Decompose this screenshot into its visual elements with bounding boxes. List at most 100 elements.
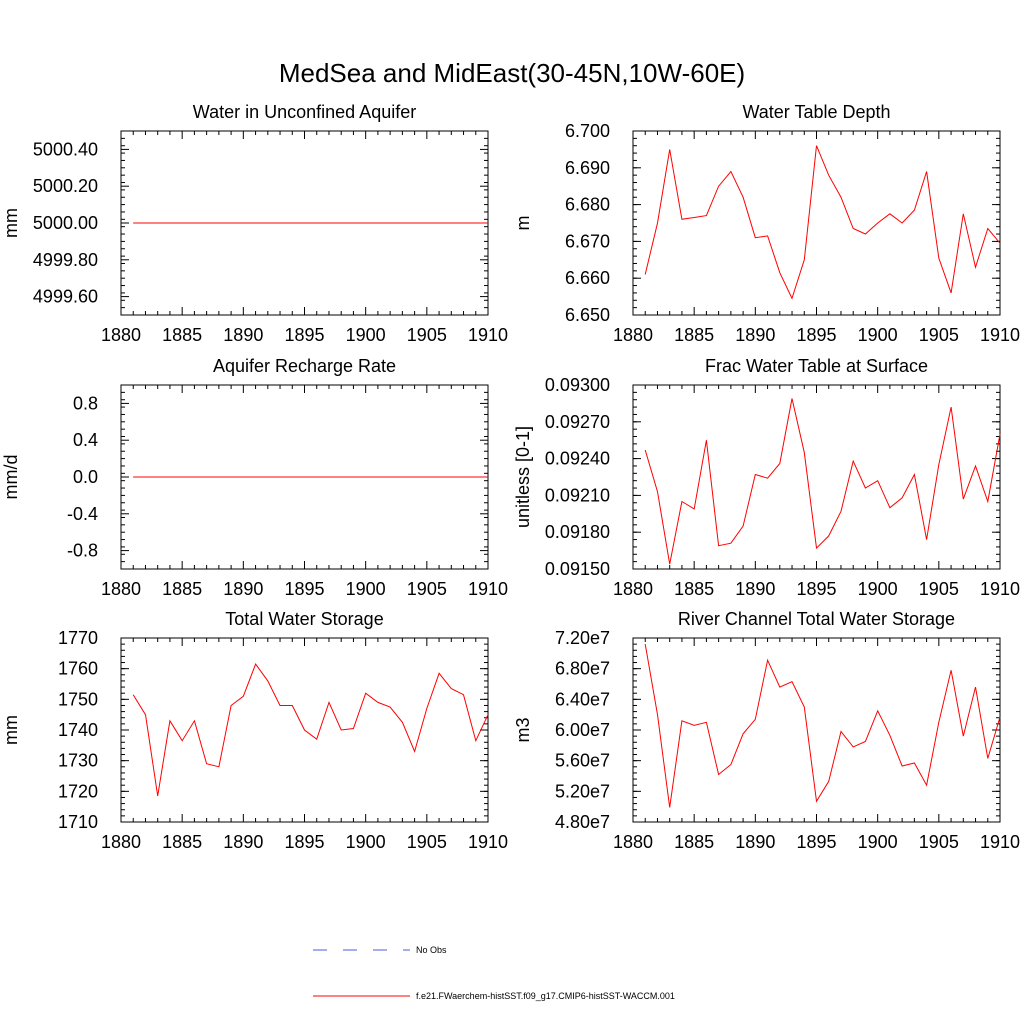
- y-tick-label: 1740: [58, 720, 98, 740]
- panel-title: Frac Water Table at Surface: [705, 356, 928, 376]
- x-tick-label: 1885: [162, 579, 202, 599]
- x-tick-label: 1900: [858, 325, 898, 345]
- panel-4: Frac Water Table at Surface unitless [0-1…: [513, 356, 1020, 599]
- plot-frame: [632, 384, 1001, 570]
- x-tick-label: 1895: [796, 832, 836, 852]
- x-tick-label: 1880: [101, 325, 141, 345]
- y-tick-label: 5.60e7: [555, 751, 610, 771]
- x-tick-label: 1905: [407, 325, 447, 345]
- x-tick-label: 1895: [284, 832, 324, 852]
- legend-obs-label: No Obs: [416, 945, 447, 955]
- y-tick-label: 6.80e7: [555, 659, 610, 679]
- x-tick-label: 1895: [796, 325, 836, 345]
- x-tick-label: 1885: [162, 325, 202, 345]
- y-tick-label: 6.690: [565, 158, 610, 178]
- y-tick-label: 0.09300: [545, 375, 610, 395]
- y-axis-label: m3: [513, 717, 533, 742]
- y-tick-label: 1770: [58, 628, 98, 648]
- x-tick-label: 1900: [346, 579, 386, 599]
- x-tick-label: 1885: [674, 579, 714, 599]
- y-tick-label: 1730: [58, 751, 98, 771]
- y-tick-label: 0.0: [73, 467, 98, 487]
- x-tick-label: 1895: [284, 579, 324, 599]
- x-tick-label: 1910: [468, 579, 508, 599]
- series-line: [644, 145, 1001, 300]
- y-tick-label: 0.09180: [545, 522, 610, 542]
- panel-3: Aquifer Recharge Rate mm/d 1880 1885 1890 189…: [1, 356, 508, 599]
- plot-frame: [632, 130, 1001, 316]
- x-tick-label: 1880: [613, 579, 653, 599]
- x-tick-label: 1905: [407, 832, 447, 852]
- panel-title: Water Table Depth: [742, 102, 890, 122]
- x-tick-label: 1900: [346, 325, 386, 345]
- y-tick-label: 0.09150: [545, 559, 610, 579]
- y-axis-label: mm: [1, 715, 21, 745]
- x-tick-label: 1890: [223, 325, 263, 345]
- y-tick-label: 5.20e7: [555, 781, 610, 801]
- y-tick-label: 0.8: [73, 393, 98, 413]
- x-tick-label: 1905: [407, 579, 447, 599]
- series-line: [644, 644, 1001, 808]
- x-tick-label: 1890: [735, 579, 775, 599]
- y-tick-label: 0.09210: [545, 485, 610, 505]
- legend: No Obs f.e21.FWaerchem-histSST.f09_g17.C…: [313, 945, 675, 1001]
- figure-title: MedSea and MidEast(30-45N,10W-60E): [279, 58, 745, 88]
- x-tick-label: 1895: [284, 325, 324, 345]
- y-tick-label: 5000.40: [33, 139, 98, 159]
- y-tick-label: 1720: [58, 781, 98, 801]
- y-tick-label: 1750: [58, 689, 98, 709]
- y-tick-label: 4.80e7: [555, 812, 610, 832]
- y-tick-label: 6.660: [565, 268, 610, 288]
- y-tick-label: 4999.60: [33, 287, 98, 307]
- series-line: [644, 398, 1001, 565]
- y-tick-label: 6.40e7: [555, 689, 610, 709]
- y-tick-label: 6.650: [565, 305, 610, 325]
- x-tick-label: 1880: [613, 832, 653, 852]
- x-tick-label: 1900: [346, 832, 386, 852]
- y-tick-label: 6.670: [565, 231, 610, 251]
- panel-title: Aquifer Recharge Rate: [213, 356, 396, 376]
- y-tick-label: 4999.80: [33, 250, 98, 270]
- y-tick-label: 0.09240: [545, 449, 610, 469]
- y-tick-label: 0.09270: [545, 412, 610, 432]
- panel-title: Water in Unconfined Aquifer: [193, 102, 416, 122]
- panel-2: Water Table Depth m 1880 1885 1890 1895 1900 19…: [513, 102, 1020, 345]
- x-tick-label: 1885: [674, 325, 714, 345]
- y-axis-label: unitless [0-1]: [513, 426, 533, 528]
- x-tick-label: 1890: [735, 832, 775, 852]
- y-tick-label: 6.00e7: [555, 720, 610, 740]
- panel-5: Total Water Storage mm 1880 1885 1890 1895 190…: [1, 609, 508, 852]
- legend-model-label: f.e21.FWaerchem-histSST.f09_g17.CMIP6-hi…: [416, 991, 675, 1001]
- x-tick-label: 1910: [468, 832, 508, 852]
- series-line: [132, 663, 489, 796]
- x-tick-label: 1900: [858, 579, 898, 599]
- y-tick-label: -0.4: [67, 504, 98, 524]
- panel-6: River Channel Total Water Storage m3 1880 1…: [513, 609, 1020, 852]
- x-tick-label: 1905: [919, 579, 959, 599]
- panel-title: Total Water Storage: [225, 609, 383, 629]
- y-tick-label: 7.20e7: [555, 628, 610, 648]
- plot-frame: [632, 637, 1001, 823]
- x-tick-label: 1880: [613, 325, 653, 345]
- x-tick-label: 1885: [674, 832, 714, 852]
- y-tick-label: 6.700: [565, 121, 610, 141]
- y-tick-label: 1760: [58, 659, 98, 679]
- x-tick-label: 1880: [101, 832, 141, 852]
- y-tick-label: 1710: [58, 812, 98, 832]
- x-tick-label: 1905: [919, 832, 959, 852]
- x-tick-label: 1890: [735, 325, 775, 345]
- x-tick-label: 1910: [980, 579, 1020, 599]
- y-tick-label: 5000.00: [33, 213, 98, 233]
- panel-title: River Channel Total Water Storage: [678, 609, 955, 629]
- x-tick-label: 1900: [858, 832, 898, 852]
- y-tick-label: 5000.20: [33, 176, 98, 196]
- x-tick-label: 1890: [223, 832, 263, 852]
- y-tick-label: -0.8: [67, 541, 98, 561]
- x-tick-label: 1910: [980, 325, 1020, 345]
- y-axis-label: mm/d: [1, 455, 21, 500]
- x-tick-label: 1910: [468, 325, 508, 345]
- x-tick-label: 1895: [796, 579, 836, 599]
- x-tick-label: 1885: [162, 832, 202, 852]
- x-tick-label: 1905: [919, 325, 959, 345]
